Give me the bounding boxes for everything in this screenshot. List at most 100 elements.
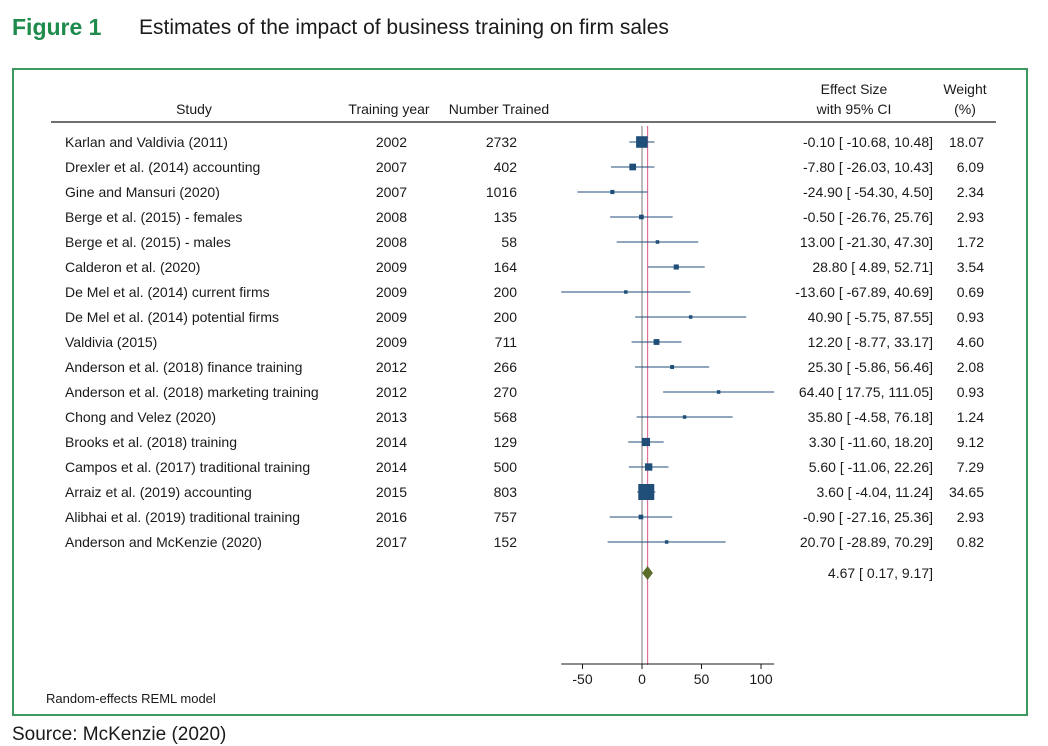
study-ci-text: -0.10 [ -10.68, 10.48]	[803, 134, 933, 150]
study-year: 2016	[376, 509, 407, 525]
study-name: Karlan and Valdivia (2011)	[65, 134, 228, 150]
study-effect-marker	[655, 240, 660, 244]
study-effect-marker	[636, 136, 648, 148]
study-weight: 1.24	[957, 409, 984, 425]
study-ci-text: 3.60 [ -4.04, 11.24]	[817, 484, 934, 500]
study-name: Campos et al. (2017) traditional trainin…	[65, 459, 310, 475]
study-trained: 757	[494, 509, 518, 525]
study-trained: 58	[501, 234, 517, 250]
study-name: Calderon et al. (2020)	[65, 259, 200, 275]
col-header-weight-2: (%)	[954, 101, 976, 117]
study-name: Valdivia (2015)	[65, 334, 157, 350]
col-header-trained: Number Trained	[449, 101, 549, 117]
study-weight: 7.29	[957, 459, 984, 475]
plot-area: -50 0 50 100	[561, 126, 775, 687]
study-trained: 402	[494, 159, 518, 175]
study-year: 2009	[376, 259, 407, 275]
study-weight: 2.93	[957, 209, 984, 225]
study-effect-marker	[610, 189, 615, 195]
study-ci-text: 5.60 [ -11.06, 22.26]	[809, 459, 933, 475]
study-ci-text: -24.90 [ -54.30, 4.50]	[803, 184, 933, 200]
study-trained: 266	[494, 359, 518, 375]
study-trained: 568	[494, 409, 518, 425]
study-ci-text: -13.60 [ -67.89, 40.69]	[795, 284, 933, 300]
study-year: 2012	[376, 359, 407, 375]
study-effect-marker	[638, 514, 644, 520]
study-ci-text: 35.80 [ -4.58, 76.18]	[808, 409, 933, 425]
study-ci-text: 40.90 [ -5.75, 87.55]	[808, 309, 933, 325]
study-effect-marker	[716, 390, 721, 394]
study-year: 2007	[376, 159, 407, 175]
study-ci-text: 3.30 [ -11.60, 18.20]	[809, 434, 933, 450]
col-header-study: Study	[176, 101, 212, 117]
source-note: Source: McKenzie (2020)	[12, 724, 227, 745]
chart-panel: Study Training year Number Trained Effec…	[12, 68, 1028, 716]
study-weight: 4.60	[957, 334, 984, 350]
study-weight: 1.72	[957, 234, 984, 250]
study-year: 2014	[376, 459, 407, 475]
study-trained: 270	[494, 384, 518, 400]
study-effect-marker	[639, 214, 644, 220]
study-trained: 152	[494, 534, 518, 550]
study-trained: 164	[494, 259, 518, 275]
study-name: Alibhai et al. (2019) traditional traini…	[65, 509, 300, 525]
study-trained: 500	[494, 459, 518, 475]
overall-diamond	[642, 566, 653, 580]
study-effect-marker	[644, 463, 653, 471]
study-ci-text: -0.50 [ -26.76, 25.76]	[803, 209, 933, 225]
study-trained: 129	[494, 434, 518, 450]
study-effect-marker	[641, 437, 651, 447]
study-year: 2017	[376, 534, 407, 550]
study-ci-text: 20.70 [ -28.89, 70.29]	[800, 534, 933, 550]
study-weight: 0.69	[957, 284, 984, 300]
study-effect-marker	[688, 315, 693, 319]
study-ci-text: -7.80 [ -26.03, 10.43]	[803, 159, 933, 175]
col-header-effect-2: with 95% CI	[816, 101, 892, 117]
study-weight: 0.93	[957, 384, 984, 400]
study-weight: 34.65	[949, 484, 984, 500]
study-trained: 711	[495, 334, 518, 350]
study-name: Arraiz et al. (2019) accounting	[65, 484, 252, 500]
study-ci-text: 12.20 [ -8.77, 33.17]	[808, 334, 933, 350]
study-year: 2013	[376, 409, 407, 425]
study-trained: 2732	[486, 134, 517, 150]
study-weight: 2.08	[957, 359, 984, 375]
study-name: Drexler et al. (2014) accounting	[65, 159, 260, 175]
study-year: 2008	[376, 209, 407, 225]
study-name: Berge et al. (2015) - males	[65, 234, 231, 250]
study-effect-marker	[629, 163, 637, 171]
study-weight: 9.12	[957, 434, 984, 450]
x-tick-label: 0	[638, 671, 646, 687]
study-year: 2002	[376, 134, 407, 150]
study-weight: 18.07	[949, 134, 984, 150]
study-year: 2009	[376, 284, 407, 300]
study-ci-text: 28.80 [ 4.89, 52.71]	[812, 259, 933, 275]
col-header-weight-1: Weight	[943, 81, 986, 97]
study-year: 2014	[376, 434, 407, 450]
footnote: Random-effects REML model	[46, 691, 216, 706]
study-effect-marker	[624, 290, 628, 294]
study-effect-marker	[664, 540, 669, 544]
study-year: 2015	[376, 484, 407, 500]
study-name: Anderson and McKenzie (2020)	[65, 534, 262, 550]
figure-title: Estimates of the impact of business trai…	[139, 16, 669, 39]
study-name: Brooks et al. (2018) training	[65, 434, 237, 450]
study-name: De Mel et al. (2014) potential firms	[65, 309, 279, 325]
study-trained: 200	[494, 309, 518, 325]
study-year: 2009	[376, 334, 407, 350]
x-tick-label: -50	[572, 671, 592, 687]
study-year: 2008	[376, 234, 407, 250]
study-weight: 2.93	[957, 509, 984, 525]
study-effect-marker	[653, 339, 660, 345]
study-trained: 803	[494, 484, 518, 500]
study-effect-marker	[638, 484, 655, 500]
study-trained: 135	[494, 209, 518, 225]
study-effect-marker	[682, 415, 687, 419]
x-tick-label: 100	[749, 671, 773, 687]
col-header-effect-1: Effect Size	[821, 81, 888, 97]
study-trained: 1016	[486, 184, 517, 200]
overall-ci-text: 4.67 [ 0.17, 9.17]	[828, 565, 933, 581]
study-year: 2009	[376, 309, 407, 325]
study-year: 2007	[376, 184, 407, 200]
study-name: Gine and Mansuri (2020)	[65, 184, 220, 200]
